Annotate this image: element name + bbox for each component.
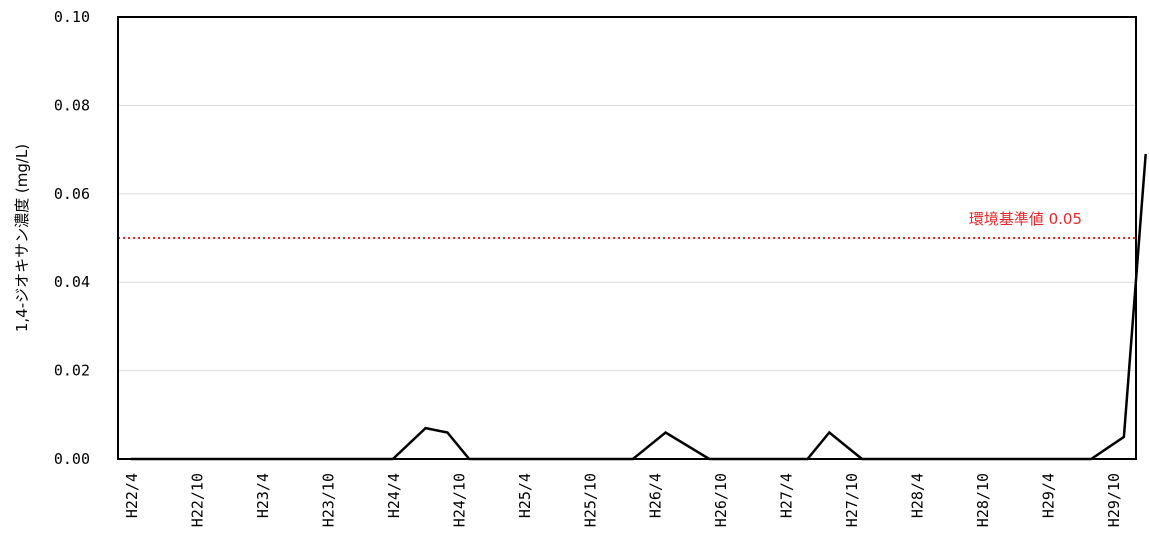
y-tick-label: 0.04 [54,273,90,291]
gridlines [118,104,1136,372]
x-tick-label: H23/4 [254,473,272,518]
x-tick-label: H27/4 [778,473,796,518]
x-tick-label: H26/4 [647,473,665,518]
reference-line-label: 環境基準値 0.05 [969,210,1082,228]
x-tick-label: H22/10 [188,473,206,527]
x-tick-label: H29/4 [1040,473,1058,518]
x-tick-label: H25/4 [516,473,534,518]
y-tick-label: 0.02 [54,362,90,380]
y-tick-labels: 0.00 0.02 0.04 0.06 0.08 0.10 [54,8,90,468]
x-tick-label: H24/10 [450,473,468,527]
x-tick-label: H29/10 [1105,473,1123,527]
y-axis-title: 1,4-ジオキサン濃度 (mg/L) [13,144,31,332]
x-tick-labels: H22/4 H22/10 H23/4 H23/10 H24/4 H24/10 H25/4 H2… [123,473,1123,527]
x-tick-label: H27/10 [843,473,861,527]
x-tick-label: H24/4 [385,473,403,518]
series-group [131,153,1147,461]
y-tick-label: 0.08 [54,96,90,114]
y-tick-label: 0.06 [54,185,90,203]
x-tick-label: H22/4 [123,473,141,518]
x-tick-label: H25/10 [581,473,599,527]
plot-area-frame [117,16,1137,460]
x-tick-label: H28/10 [974,473,992,527]
series-line [131,153,1147,461]
x-tick-label: H23/10 [319,473,337,527]
y-tick-label: 0.00 [54,450,90,468]
y-tick-label: 0.10 [54,8,90,26]
x-tick-label: H28/4 [909,473,927,518]
x-tick-label: H26/10 [712,473,730,527]
